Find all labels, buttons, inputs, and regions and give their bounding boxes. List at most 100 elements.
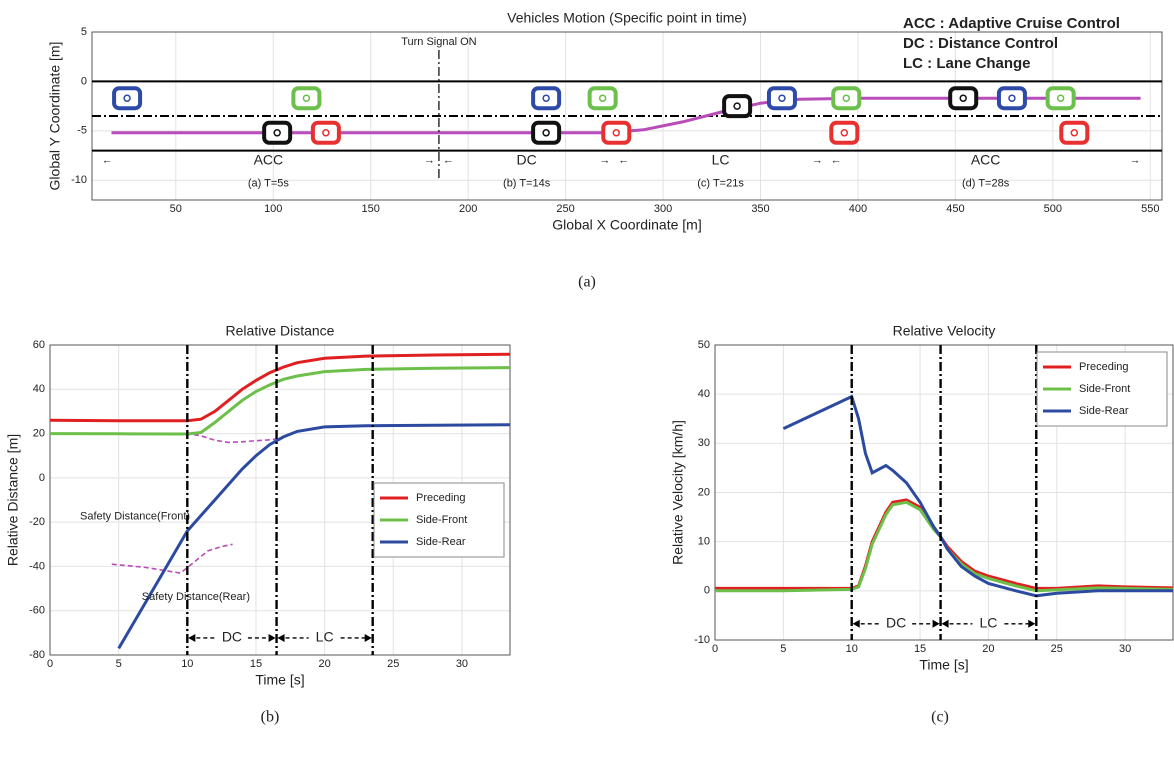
vehicle-center [542,129,550,137]
chart-title: Relative Velocity [893,323,996,339]
definition: LC : Lane Change [903,55,1031,72]
phase-label: ACC [254,151,284,167]
x-tick-label: 20 [319,658,331,670]
y-tick-label: 50 [698,339,710,351]
phase-caption: (c) T=21s [697,177,744,189]
x-tick-label: 500 [1044,203,1062,215]
phase-end: → [812,154,823,166]
vehicle-center [1008,94,1016,102]
x-tick-label: 25 [387,658,399,670]
vehicle-body [948,86,979,111]
x-tick-label: 10 [846,643,858,655]
safety-label: Safety Distance(Front) [80,510,190,522]
phase-label: DC [517,151,537,167]
vehicle-body [587,86,618,111]
safety-label: Safety Distance(Rear) [142,591,250,603]
vehicle-body [531,120,562,145]
x-tick-label: 0 [712,643,718,655]
x-tick-label: 15 [914,643,926,655]
phase-start: ← [102,154,113,166]
legend-label: Side-Rear [416,536,466,548]
phase-end: → [1130,154,1141,166]
y-tick-label: -5 [77,125,87,137]
y-tick-label: 40 [698,388,710,400]
vehicle [766,86,797,111]
figure-caption: (a) [578,274,596,291]
y-tick-label: 30 [698,437,710,449]
series-line [50,366,510,436]
phase-start: ← [618,154,629,166]
x-axis-label: Time [s] [255,672,304,688]
y-tick-label: 20 [698,486,710,498]
vehicle-body [262,120,293,145]
signal-label: Turn Signal ON [401,36,476,48]
vehicle-body [1045,86,1076,111]
phase-caption: (d) T=28s [962,177,1010,189]
vehicle-center [322,129,330,137]
vehicle-center [842,94,851,102]
x-tick-label: 150 [362,203,380,215]
vehicle [262,120,293,145]
vehicle-body [829,120,860,145]
x-tick-label: 100 [264,203,282,215]
y-tick-label: 10 [698,536,710,548]
legend-label: Side-Front [1079,383,1130,395]
vehicle-body [531,86,562,111]
phase-label: DC [886,614,906,630]
phase-start: ← [831,154,842,166]
x-tick-label: 5 [780,643,786,655]
vehicle-body [291,86,322,111]
definition: ACC : Adaptive Cruise Control [903,15,1120,32]
y-tick-label: -20 [29,516,45,528]
y-tick-label: 0 [39,472,45,484]
phase-label: LC [712,151,730,167]
phase-label: DC [222,629,242,645]
legend-label: Preceding [416,492,466,504]
definition: DC : Distance Control [903,35,1058,52]
y-tick-label: 0 [704,585,710,597]
x-tick-label: 25 [1051,643,1063,655]
vehicle-center [598,94,607,102]
phase-caption: (b) T=14s [503,177,551,189]
vehicle [722,94,753,119]
vehicle [587,86,618,111]
vehicle [1045,86,1076,111]
x-tick-label: 300 [654,203,672,215]
vehicle-body [601,120,632,145]
legend-label: Side-Rear [1079,405,1129,417]
vehicle [948,86,979,111]
series-line [50,352,510,423]
series-line [117,423,510,650]
x-axis-label: Global X Coordinate [m] [552,217,701,233]
phase-caption: (a) T=5s [248,177,290,189]
phase-end: → [424,154,435,166]
vehicle-center [612,129,621,137]
x-tick-label: 50 [170,203,182,215]
vehicle-body [1059,120,1090,145]
phase-label: LC [316,629,334,645]
x-tick-label: 450 [946,203,964,215]
vehicle-center [778,94,786,102]
legend-label: Side-Front [416,514,467,526]
y-tick-label: 20 [33,427,45,439]
vehicle-center [1070,129,1079,137]
y-tick-label: -60 [29,605,45,617]
figure-caption: (c) [931,709,949,726]
vehicle [531,86,562,111]
chart-title: Relative Distance [226,323,335,339]
vehicle-center [959,94,967,102]
y-tick-label: -40 [29,560,45,572]
figure-caption: (b) [261,709,280,726]
vehicle [310,120,341,145]
phase-label: LC [979,614,997,630]
x-tick-label: 550 [1141,203,1159,215]
x-tick-label: 0 [47,658,53,670]
phase-start: ← [443,154,454,166]
vehicle [531,120,562,145]
vehicle-center [1056,94,1065,102]
vehicle-center [840,129,849,137]
vehicle [291,86,322,111]
safety-line [50,432,277,444]
y-tick-label: -10 [694,634,710,646]
vehicle-center [123,94,131,102]
